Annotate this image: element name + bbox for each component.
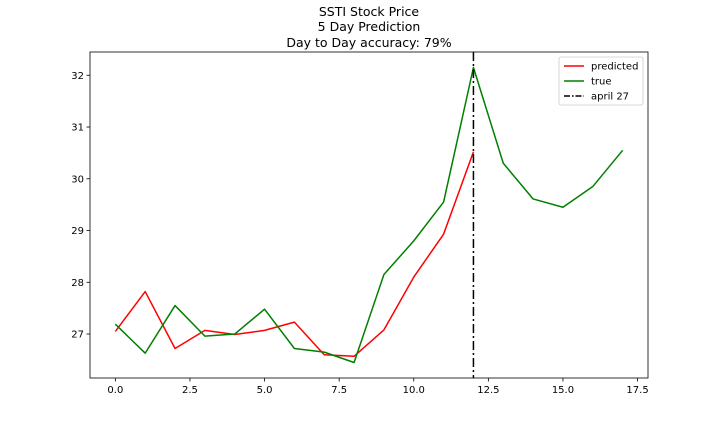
x-tick-label: 12.5 bbox=[477, 385, 499, 396]
chart-title: SSTI Stock Price bbox=[318, 4, 420, 19]
x-tick-label: 10.0 bbox=[403, 385, 425, 396]
y-tick-label: 29 bbox=[71, 226, 84, 237]
legend-label-true: true bbox=[591, 77, 612, 88]
x-tick-label: 17.5 bbox=[626, 385, 648, 396]
series-line-true bbox=[114, 66, 624, 364]
y-tick-label: 32 bbox=[71, 71, 84, 82]
axes: 0.0 2.5 5.0 7.5 10.0 12.5 15.0 17.5 27 28 29 30 31 32 bbox=[71, 51, 649, 396]
y-tick-label: 27 bbox=[71, 330, 84, 341]
series-line-predicted bbox=[114, 151, 475, 358]
x-tick-label: 7.5 bbox=[331, 385, 347, 396]
x-tick-label: 15.0 bbox=[552, 385, 574, 396]
legend: predicted true april 27 bbox=[558, 56, 644, 106]
legend-box bbox=[558, 56, 644, 106]
y-tick-label: 28 bbox=[71, 278, 84, 289]
chart-subtitle: 5 Day Prediction bbox=[317, 19, 421, 34]
axes-frame bbox=[89, 51, 649, 379]
x-tick-label: 2.5 bbox=[182, 385, 198, 396]
x-tick-label: 0.0 bbox=[107, 385, 123, 396]
plot-area bbox=[114, 52, 624, 378]
y-tick-label: 31 bbox=[71, 123, 84, 134]
legend-label-predicted: predicted bbox=[591, 62, 638, 73]
y-tick-label: 30 bbox=[71, 174, 84, 185]
x-tick-label: 5.0 bbox=[257, 385, 273, 396]
legend-label-april-27: april 27 bbox=[591, 92, 629, 103]
chart-accuracy-text: Day to Day accuracy: 79% bbox=[286, 35, 452, 50]
